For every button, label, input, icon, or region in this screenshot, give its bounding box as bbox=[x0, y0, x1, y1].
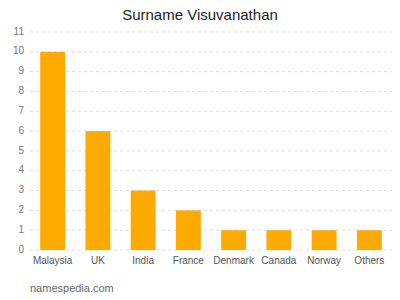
grid-line bbox=[30, 190, 392, 191]
x-tick-label: UK bbox=[91, 255, 105, 266]
x-tick-label: Denmark bbox=[213, 255, 255, 266]
y-tick-label: 4 bbox=[18, 164, 24, 175]
title: Surname Visuvanathan bbox=[122, 6, 278, 23]
bar bbox=[131, 191, 156, 250]
grid-line bbox=[30, 71, 392, 72]
y-tick-label: 0 bbox=[18, 244, 24, 255]
bar bbox=[176, 210, 201, 250]
bar bbox=[266, 230, 291, 250]
bar bbox=[221, 230, 246, 250]
y-axis: 0 1 2 3 4 5 6 7 8 9 10 11 bbox=[13, 26, 392, 255]
x-tick-label: Others bbox=[354, 255, 384, 266]
grid-line bbox=[30, 51, 392, 52]
grid-line bbox=[30, 170, 392, 171]
y-tick-label: 7 bbox=[18, 105, 24, 116]
bar bbox=[85, 131, 110, 250]
y-tick-label: 1 bbox=[18, 224, 24, 235]
bar bbox=[312, 230, 337, 250]
y-tick-label: 2 bbox=[18, 204, 24, 215]
x-tick-label: Norway bbox=[307, 255, 341, 266]
grid-line bbox=[30, 91, 392, 92]
chart-container: 0 1 2 3 4 5 6 7 8 9 10 11 Malaysia UK India France Denma… bbox=[0, 0, 400, 300]
grid-line bbox=[30, 250, 392, 251]
bars bbox=[40, 52, 382, 250]
y-tick-label: 11 bbox=[14, 26, 25, 37]
grid-line bbox=[30, 32, 392, 33]
bar bbox=[40, 52, 65, 250]
x-tick-label: France bbox=[173, 255, 205, 266]
y-tick-label: 6 bbox=[18, 125, 24, 136]
footnote: namespedia.com bbox=[30, 282, 114, 294]
y-tick-label: 10 bbox=[13, 45, 25, 56]
grid-line bbox=[30, 111, 392, 112]
y-tick-label: 8 bbox=[18, 85, 24, 96]
x-axis: Malaysia UK India France Denmark Canada Norway… bbox=[33, 255, 384, 266]
grid-line bbox=[30, 210, 392, 211]
bar bbox=[357, 230, 382, 250]
y-tick-label: 5 bbox=[18, 145, 24, 156]
grid-line bbox=[30, 230, 392, 231]
chart: 0 1 2 3 4 5 6 7 8 9 10 11 Malaysia UK India France Denma… bbox=[0, 0, 400, 300]
y-tick-label: 9 bbox=[18, 65, 24, 76]
x-tick-label: Canada bbox=[261, 255, 296, 266]
y-tick-label: 3 bbox=[18, 184, 24, 195]
grid-line bbox=[30, 150, 392, 151]
x-tick-label: India bbox=[132, 255, 154, 266]
x-tick-label: Malaysia bbox=[33, 255, 73, 266]
grid-line bbox=[30, 131, 392, 132]
